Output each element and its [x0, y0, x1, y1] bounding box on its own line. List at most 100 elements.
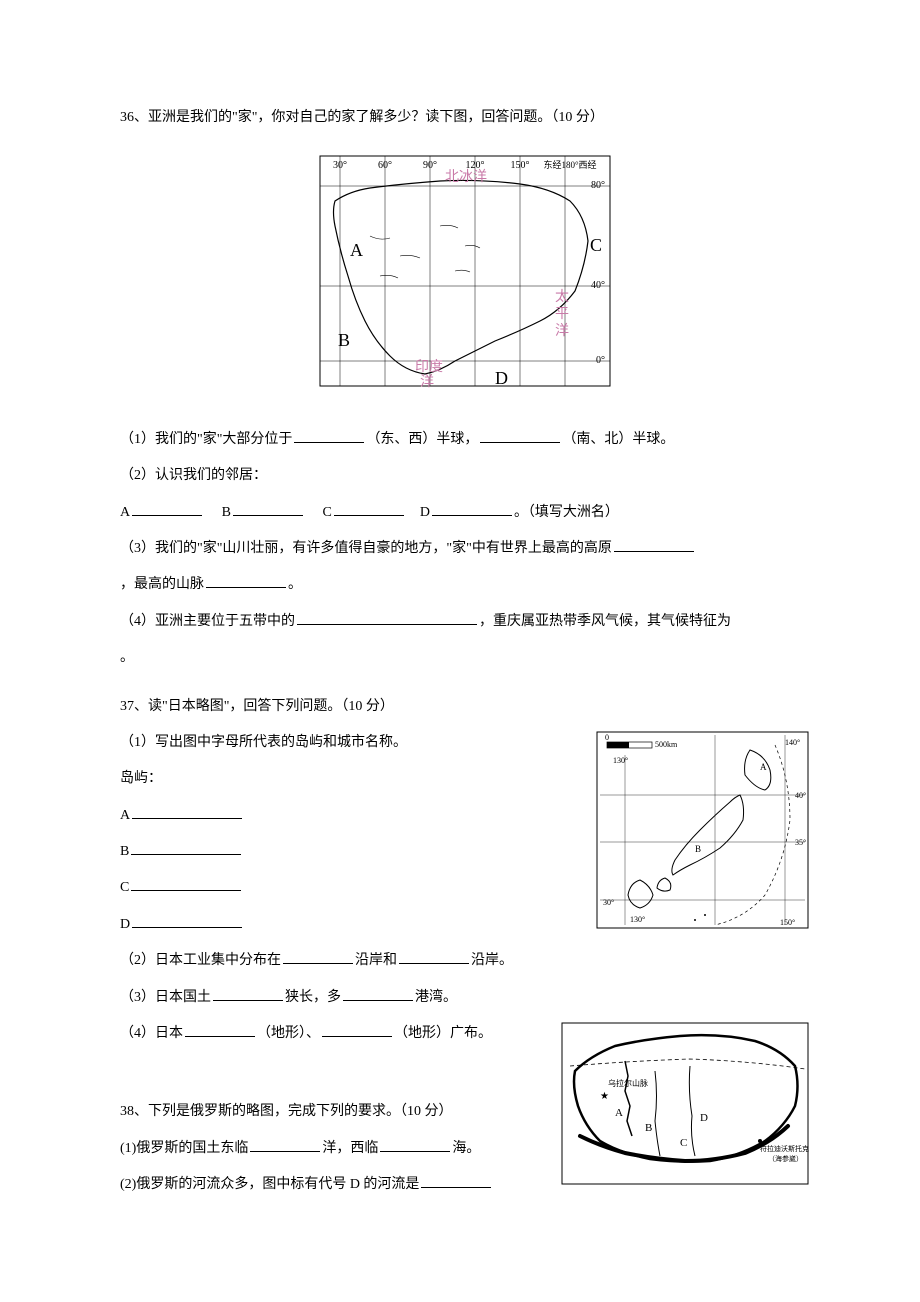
river	[655, 1071, 660, 1156]
blank-input[interactable]	[131, 839, 241, 855]
map-label-b: B	[645, 1122, 652, 1134]
q37-sub4-c: （地形）广布。	[394, 1026, 492, 1041]
blank-input[interactable]	[132, 500, 202, 516]
arctic-ocean-label: 北冰洋	[445, 169, 487, 185]
japan-map: 0 500km 130° 140° 40° 35° 30° 130° 150°	[595, 730, 810, 930]
blank-input[interactable]	[343, 985, 413, 1001]
blank-input[interactable]	[480, 427, 560, 443]
vladivostok-label: 符拉迪沃斯托克	[760, 1144, 809, 1153]
lat-30: 30°	[603, 898, 614, 907]
map-border	[320, 156, 610, 386]
lon-150: 150°	[780, 918, 795, 927]
map-label: A	[760, 762, 767, 772]
ural-label: 乌拉尔山脉	[608, 1078, 648, 1088]
river-d	[689, 1066, 695, 1156]
scale-0: 0	[605, 733, 609, 742]
q36-sub3-text-b: ，最高的山脉	[120, 577, 204, 592]
blank-input[interactable]	[250, 1136, 320, 1152]
opt-a: A	[120, 505, 130, 520]
city-star: ★	[600, 1091, 609, 1102]
blank-input[interactable]	[380, 1136, 450, 1152]
label-b: B	[120, 844, 129, 859]
q37-sub2-a: （2）日本工业集中分布在	[120, 953, 281, 968]
russia-map: 乌拉尔山脉 A B C D ★ 符拉迪沃斯托克 （海参崴）	[560, 1021, 810, 1186]
island-dot	[694, 919, 696, 921]
ural-mountains	[625, 1061, 632, 1136]
q38-sub1-b: 洋，西临	[322, 1141, 378, 1156]
q36-sub3-text-c: 。	[288, 577, 302, 592]
q37-map-container: 0 500km 130° 140° 40° 35° 30° 130° 150°	[595, 730, 810, 945]
q36-sub2-options: A B C D。（填写大洲名）	[120, 495, 810, 531]
map-label-a: A	[615, 1107, 623, 1119]
q38-sub2-a: (2)俄罗斯的河流众多，图中标有代号 D 的河流是	[120, 1177, 419, 1192]
q37-sub4-a: （4）日本	[120, 1026, 183, 1041]
opt-end: 。（填写大洲名）	[514, 505, 619, 520]
asia-map: 30° 60° 90° 120° 150° 东经180°西经 80° 40° 0…	[310, 146, 620, 396]
q37-sub2-c: 沿岸。	[471, 953, 513, 968]
question-36: 36、亚洲是我们的"家"，你对自己的家了解多少？读下图，回答问题。（10 分） …	[120, 100, 810, 677]
q36-sub4-text-b: ，重庆属亚热带季风气候，其气候特征为	[479, 614, 731, 629]
vladivostok-label2: （海参崴）	[768, 1154, 803, 1163]
blank-input[interactable]	[432, 500, 512, 516]
blank-input[interactable]	[233, 500, 303, 516]
blank-input[interactable]	[421, 1172, 491, 1188]
indian-ocean-label: 印度	[415, 359, 443, 375]
q37-sub3-a: （3）日本国土	[120, 990, 211, 1005]
opt-b: B	[222, 505, 231, 520]
city-dot	[758, 1139, 762, 1143]
q36-sub2-intro: （2）认识我们的邻居：	[120, 458, 810, 494]
q36-sub3-line2: ，最高的山脉 。	[120, 567, 810, 603]
blank-input[interactable]	[132, 803, 242, 819]
q37-sub2: （2）日本工业集中分布在 沿岸和 沿岸。	[120, 943, 810, 979]
question-37: 37、读"日本略图"，回答下列问题。（10 分） 0 500km 130° 14…	[120, 689, 810, 1083]
lat-35: 35°	[795, 838, 806, 847]
lon-label: 30°	[333, 160, 347, 171]
blank-input[interactable]	[206, 572, 286, 588]
blank-input[interactable]	[283, 948, 353, 964]
q36-sub3: （3）我们的"家"山川壮丽，有许多值得自豪的地方，"家"中有世界上最高的高原	[120, 531, 810, 567]
blank-input[interactable]	[322, 1021, 392, 1037]
blank-input[interactable]	[294, 427, 364, 443]
lon-label: 60°	[378, 160, 392, 171]
q38-sub1-a: (1)俄罗斯的国土东临	[120, 1141, 248, 1156]
lat-label: 0°	[596, 355, 605, 366]
label-a: A	[120, 808, 130, 823]
q37-sub2-b: 沿岸和	[355, 953, 397, 968]
arctic-circle	[570, 1059, 805, 1069]
lon-label: 150°	[511, 160, 530, 171]
opt-d: D	[420, 505, 430, 520]
scale-val: 500km	[655, 740, 678, 749]
blank-input[interactable]	[185, 1021, 255, 1037]
label-c: C	[590, 235, 602, 255]
q38-map-container: 乌拉尔山脉 A B C D ★ 符拉迪沃斯托克 （海参崴）	[560, 1021, 810, 1201]
blank-input[interactable]	[334, 500, 404, 516]
blank-input[interactable]	[297, 609, 477, 625]
q36-map-container: 30° 60° 90° 120° 150° 东经180°西经 80° 40° 0…	[120, 146, 810, 411]
asia-coastline	[334, 181, 589, 375]
q36-sub1: （1）我们的"家"大部分位于（东、西）半球，（南、北）半球。	[120, 422, 810, 458]
blank-input[interactable]	[213, 985, 283, 1001]
q36-sub1-text-b: （东、西）半球，	[366, 432, 478, 447]
blank-input[interactable]	[132, 912, 242, 928]
honshu	[672, 795, 744, 875]
q37-sub3-b: 狭长，多	[285, 990, 341, 1005]
blank-input[interactable]	[614, 536, 694, 552]
blank-input[interactable]	[131, 875, 241, 891]
q36-sub4-line2: 。	[120, 640, 810, 676]
q37-sub3: （3）日本国土 狭长，多 港湾。	[120, 980, 810, 1016]
q36-title: 36、亚洲是我们的"家"，你对自己的家了解多少？读下图，回答问题。（10 分）	[120, 100, 810, 136]
blank-input[interactable]	[399, 948, 469, 964]
scale-bar-fill	[607, 742, 629, 748]
q36-sub1-text-a: （1）我们的"家"大部分位于	[120, 432, 292, 447]
shikoku	[657, 878, 671, 891]
q37-sub3-c: 港湾。	[415, 990, 457, 1005]
hokkaido	[745, 750, 771, 790]
q37-title: 37、读"日本略图"，回答下列问题。（10 分）	[120, 689, 810, 725]
label-d: D	[495, 368, 508, 388]
map-label: B	[695, 844, 701, 854]
map-label-d: D	[700, 1112, 708, 1124]
label-b: B	[338, 330, 350, 350]
lon-label: 90°	[423, 160, 437, 171]
indian-ocean-label: 洋	[420, 374, 434, 390]
kyushu	[628, 880, 653, 908]
